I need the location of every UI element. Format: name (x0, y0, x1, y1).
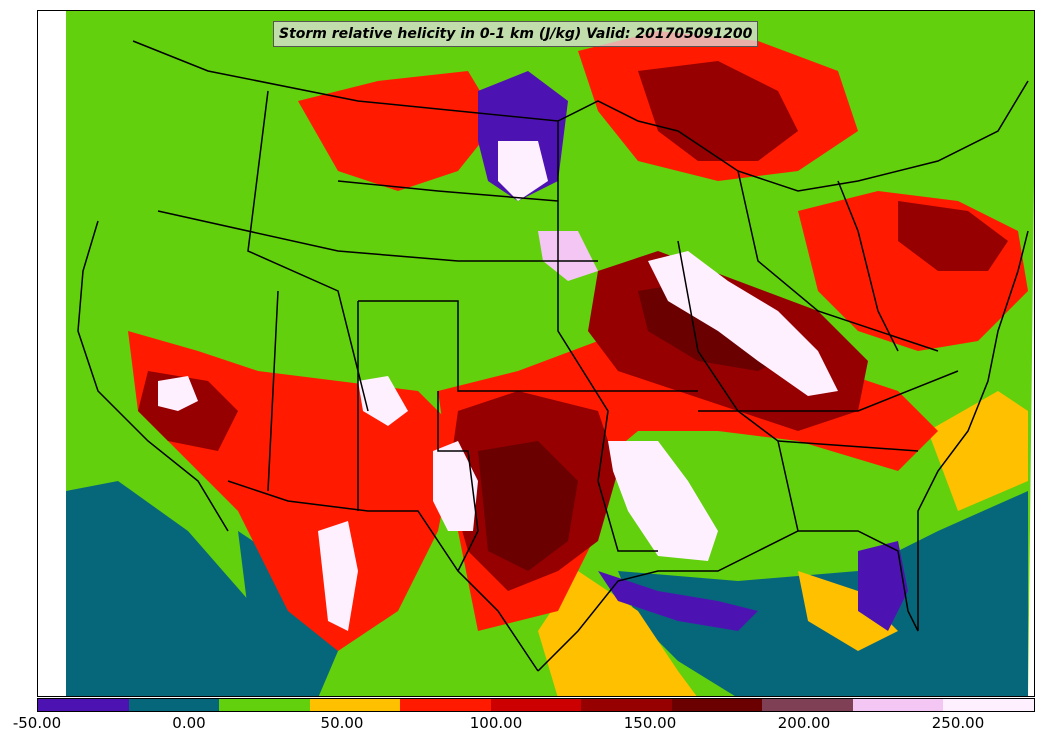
map-title: Storm relative helicity in 0-1 km (J/kg)… (273, 21, 759, 47)
interior-border-9 (437, 391, 479, 572)
helicity-region-minnesota-white (538, 231, 598, 281)
colorbar-tick-label: 150.00 (623, 714, 677, 732)
helicity-region-pacific-teal (66, 481, 298, 696)
interior-border-7 (737, 170, 939, 352)
colorbar-segment (671, 699, 763, 711)
interior-border-1 (247, 90, 369, 412)
us-mexico-border (227, 480, 539, 672)
colorbar-tick-label: 100.00 (469, 714, 523, 732)
helicity-region-colorado-white (358, 376, 408, 426)
helicity-region-texas-white (433, 441, 478, 531)
helicity-region-atlantic-yellow (928, 391, 1028, 511)
helicity-region-west-white (158, 376, 198, 411)
colorbar-tick-label: 50.00 (320, 714, 364, 732)
helicity-region-dakota-white (498, 141, 548, 201)
interior-border-3 (358, 300, 698, 392)
colorbar-tick-label: 0.00 (172, 714, 206, 732)
colorbar-tick-label: 200.00 (777, 714, 831, 732)
interior-border-4 (337, 180, 559, 202)
gulf-coast (537, 530, 919, 672)
colorbar-segment (309, 699, 401, 711)
helicity-field-plot (38, 11, 1034, 696)
colorbar-tick-label: -50.00 (12, 714, 62, 732)
helicity-region-gulf-violet (598, 571, 758, 631)
state-borders (77, 40, 1029, 672)
colorbar-segment (400, 699, 491, 711)
helicity-region-texas-maroon (478, 441, 578, 571)
colorbar-segment (943, 699, 1035, 711)
east-coast (917, 230, 1029, 631)
colorbar-segment (581, 699, 672, 711)
helicity-map (37, 10, 1035, 697)
helicity-region-north-red (298, 71, 498, 191)
interior-border-8 (597, 480, 658, 552)
helicity-region-mexico-teal (238, 531, 338, 696)
colorbar-tick-labels: -50.00 0.00 50.00 100.00 150.00 200.00 250.00 (0, 714, 1044, 738)
interior-border-12 (698, 370, 959, 412)
colorbar-segment (490, 699, 582, 711)
helicity-region-lakes-darkred (638, 61, 798, 161)
helicity-region-missouri-white (648, 251, 838, 396)
colorbar-segment (128, 699, 220, 711)
interior-border-13 (777, 440, 919, 452)
helicity-region-louisiana-white (608, 441, 718, 561)
interior-border-14 (837, 180, 899, 352)
interior-border-5 (557, 121, 609, 482)
colorbar-tick-label: 250.00 (931, 714, 985, 732)
helicity-region-northeast-darkred (898, 201, 1008, 271)
helicity-region-gulf-yellow (798, 571, 898, 651)
colorbar (37, 698, 1035, 712)
colorbar-segment (852, 699, 944, 711)
interior-border-2 (157, 210, 598, 262)
colorbar-segment (38, 699, 129, 711)
west-coast (77, 220, 229, 532)
helicity-region-florida-violet (858, 541, 908, 631)
colorbar-segment (762, 699, 853, 711)
us-canada-border (132, 40, 1029, 192)
colorbar-segment (219, 699, 310, 711)
interior-border-10 (267, 290, 279, 492)
helicity-region-mexico-white (318, 521, 358, 631)
helicity-region-mexico-yellow (538, 571, 697, 696)
